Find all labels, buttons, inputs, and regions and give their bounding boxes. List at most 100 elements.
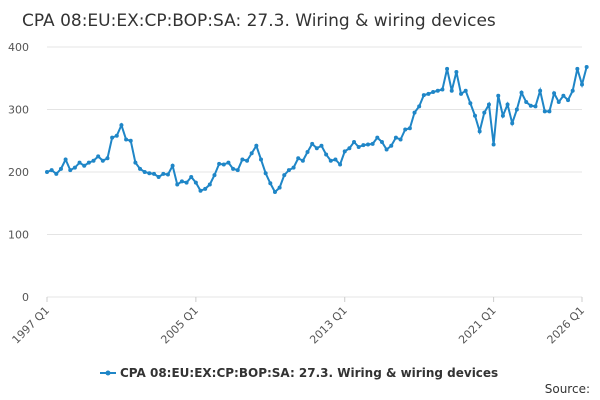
point [179, 179, 184, 184]
line [46, 66, 588, 194]
point [454, 70, 459, 74]
point [58, 166, 63, 171]
point [240, 157, 245, 162]
legend-label: CPA 08:EU:EX:CP:BOP:SA: 27.3. Wiring & w… [120, 366, 498, 380]
y-tick-label: 0 [22, 291, 29, 304]
point [561, 93, 566, 98]
point [249, 151, 254, 156]
point [231, 166, 236, 171]
point [72, 165, 77, 170]
point [538, 88, 543, 93]
point [296, 156, 301, 161]
point [207, 182, 212, 187]
point [314, 146, 319, 151]
legend-point [105, 370, 111, 376]
point [533, 104, 538, 109]
point [384, 147, 389, 152]
point [366, 142, 370, 147]
point [528, 103, 533, 108]
point [407, 126, 412, 131]
point [580, 82, 584, 87]
point [189, 175, 194, 179]
point [91, 158, 96, 163]
point [417, 104, 422, 109]
point [63, 157, 68, 162]
y-tick-label: 100 [8, 229, 29, 242]
point [361, 143, 366, 148]
point [505, 102, 510, 107]
point [282, 173, 287, 178]
point [435, 88, 440, 93]
point [352, 140, 357, 144]
point [124, 137, 129, 142]
point [291, 165, 296, 170]
point [300, 158, 305, 163]
point [575, 66, 580, 71]
point [486, 102, 491, 107]
point [86, 160, 91, 165]
point [510, 121, 515, 126]
point [286, 168, 291, 173]
point [54, 171, 59, 176]
x-tick-label: 1997 Q1 [10, 304, 53, 347]
y-tick-label: 300 [8, 104, 29, 117]
point [421, 93, 426, 98]
point [333, 157, 338, 162]
point [82, 163, 87, 168]
point [524, 100, 529, 104]
point [491, 142, 496, 147]
point [496, 93, 501, 98]
point [170, 163, 175, 168]
point [449, 88, 454, 93]
point [514, 107, 519, 112]
point [324, 152, 329, 157]
point [175, 182, 180, 187]
point [398, 137, 403, 142]
point [347, 146, 352, 151]
point [552, 91, 557, 96]
point [379, 140, 384, 144]
point [412, 110, 417, 115]
point [272, 190, 277, 194]
point [45, 170, 49, 174]
point [142, 170, 147, 174]
source-label: Source: [545, 382, 590, 396]
point [542, 109, 547, 114]
point [119, 123, 124, 128]
point [403, 127, 408, 132]
point [570, 88, 575, 93]
point [584, 65, 589, 69]
point [147, 171, 152, 176]
point [473, 113, 477, 118]
point [319, 143, 324, 148]
point [68, 168, 73, 173]
point [184, 180, 189, 185]
point [431, 90, 436, 94]
point [152, 171, 156, 176]
point [463, 88, 468, 93]
point [259, 157, 263, 162]
point [482, 110, 487, 115]
point [338, 162, 343, 167]
point [212, 173, 217, 178]
point [221, 162, 226, 167]
x-tick-label: 2013 Q1 [307, 304, 350, 347]
point [393, 135, 398, 140]
point [328, 158, 333, 163]
point [459, 91, 464, 96]
point [138, 166, 143, 171]
point [165, 172, 170, 177]
point [254, 143, 259, 148]
point [133, 160, 138, 165]
point [96, 154, 101, 159]
x-tick-label: 2005 Q1 [158, 304, 201, 347]
point [245, 158, 250, 163]
point [268, 181, 273, 186]
point [547, 109, 552, 114]
point [77, 160, 82, 165]
x-tick-label: 2021 Q1 [456, 304, 499, 347]
point [277, 185, 282, 190]
point [49, 168, 54, 173]
point [235, 168, 240, 173]
